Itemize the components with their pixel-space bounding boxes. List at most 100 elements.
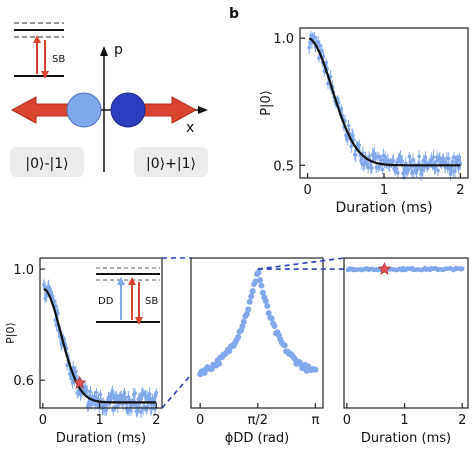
chart-e-xtick-label: 0 (196, 413, 204, 428)
light-blue-wavepacket (66, 92, 102, 128)
chart-e-point (291, 356, 298, 363)
chart-b-point (436, 168, 440, 173)
chart-b-point (369, 166, 374, 170)
chart-e-point (245, 306, 252, 313)
connector-d-e-bottom (161, 374, 192, 409)
p-axis-label: p (114, 42, 123, 58)
chart-b-point (395, 160, 399, 165)
chart-e-point (258, 282, 265, 289)
chart-b-point (394, 167, 398, 171)
chart-e-point (255, 269, 262, 276)
chart-b-point (319, 48, 324, 53)
chart-e-xlabel: ϕDD (rad) (225, 431, 289, 446)
chart-b-point (406, 168, 411, 172)
chart-f-point (460, 266, 465, 271)
chart-b-point (318, 44, 322, 48)
chart-d-highlight-star (72, 375, 87, 389)
chart-b-xtick-label: 1 (380, 183, 388, 198)
chart-e-point (281, 342, 288, 349)
chart-b-point (433, 166, 438, 170)
chart-e-point (312, 366, 319, 373)
chart-e-point (235, 334, 242, 341)
chart-d-point (98, 392, 103, 397)
chart-f-frame (343, 257, 469, 409)
chart-b-point (450, 160, 455, 164)
state-plus-label: |0⟩+|1⟩ (146, 156, 196, 172)
chart-d-point (123, 395, 127, 400)
chart-b-point (317, 56, 321, 60)
chart-b-point (379, 158, 384, 162)
chart-b-point (456, 166, 461, 171)
state-plus-box (134, 147, 208, 177)
chart-b-point (339, 107, 344, 111)
schematic-panel: SB p x |0⟩-|1⟩ |0⟩+|1⟩ (10, 22, 208, 177)
chart-f-xtick-label: 2 (458, 413, 466, 428)
chart-b-point (316, 40, 320, 44)
chart-e-frame (190, 257, 324, 409)
chart-e-xtick-label: π/2 (248, 413, 268, 428)
chart-f-xtick-label: 0 (343, 413, 351, 428)
inset-sb-arrowhead-2 (135, 317, 143, 325)
zoom-connectors (161, 257, 345, 409)
chart-e-point (246, 298, 253, 305)
chart-d-point (139, 410, 143, 414)
dark-blue-wavepacket (110, 92, 146, 128)
chart-b-point (357, 143, 362, 147)
chart-d-point (44, 294, 49, 298)
chart-d-xtick-label: 2 (152, 413, 160, 428)
chart-e-point (262, 297, 269, 304)
chart-e-point (248, 293, 255, 300)
chart-b-point (377, 154, 381, 159)
chart-d-xlabel: Duration (ms) (56, 431, 146, 446)
chart-e-point (256, 277, 263, 284)
chart-b-point (415, 167, 420, 172)
chart-b-xtick-label: 0 (303, 183, 311, 198)
p-axis-arrowhead (100, 46, 108, 56)
chart-b-point (455, 159, 460, 163)
chart-e-point (264, 303, 271, 310)
chart-b: 0 1 2 0.5 1.0 Duration (ms) P|0⟩ (259, 27, 469, 216)
chart-e-point (239, 323, 246, 330)
chart-b-point (366, 165, 371, 170)
chart-f-xlabel: Duration (ms) (361, 431, 451, 446)
chart-b-point (424, 160, 429, 165)
chart-b-point (349, 144, 354, 149)
chart-d-point (154, 391, 159, 395)
chart-b-fit-line (308, 37, 461, 167)
state-minus-label: |0⟩-|1⟩ (25, 156, 68, 172)
chart-e: 0 π/2 π ϕDD (rad) (190, 257, 324, 446)
chart-f-xtick-label: 1 (400, 413, 408, 428)
chart-b-point (417, 154, 422, 159)
chart-b-point (400, 159, 405, 164)
chart-d-point (111, 408, 115, 412)
x-axis-label: x (186, 120, 194, 136)
chart-b-ytick-label: 0.5 (273, 159, 294, 174)
sb-arrowhead-2 (41, 71, 49, 79)
chart-b-point (352, 138, 356, 142)
sb-arrowhead-1 (33, 35, 41, 43)
chart-d-point (88, 390, 93, 394)
chart-d-ylabel: P|0⟩ (4, 322, 17, 344)
chart-d-ytick-label: 1.0 (13, 263, 34, 278)
chart-e-point (268, 315, 275, 322)
chart-b-point (345, 136, 350, 141)
chart-b-point (378, 164, 382, 169)
chart-b-ytick-label: 1.0 (273, 32, 294, 47)
chart-e-point (259, 289, 266, 296)
inset-sb-arrowhead-1 (128, 277, 136, 285)
chart-d: 0 1 2 0.6 1.0 Duration (ms) P|0⟩ (4, 257, 163, 446)
chart-b-point (312, 35, 317, 40)
chart-b-ylabel: P|0⟩ (259, 90, 274, 116)
chart-d-fit-line (43, 287, 157, 404)
chart-d-frame (39, 257, 163, 409)
chart-d-point (133, 391, 137, 395)
chart-b-xlabel: Duration (ms) (335, 200, 432, 216)
chart-b-point (452, 155, 456, 160)
chart-d-xtick-label: 1 (95, 413, 103, 428)
chart-b-point (391, 158, 396, 163)
chart-b-point (431, 155, 436, 159)
sb-label-a: SB (52, 54, 65, 65)
chart-b-point (346, 123, 351, 128)
chart-d-point (42, 285, 47, 290)
